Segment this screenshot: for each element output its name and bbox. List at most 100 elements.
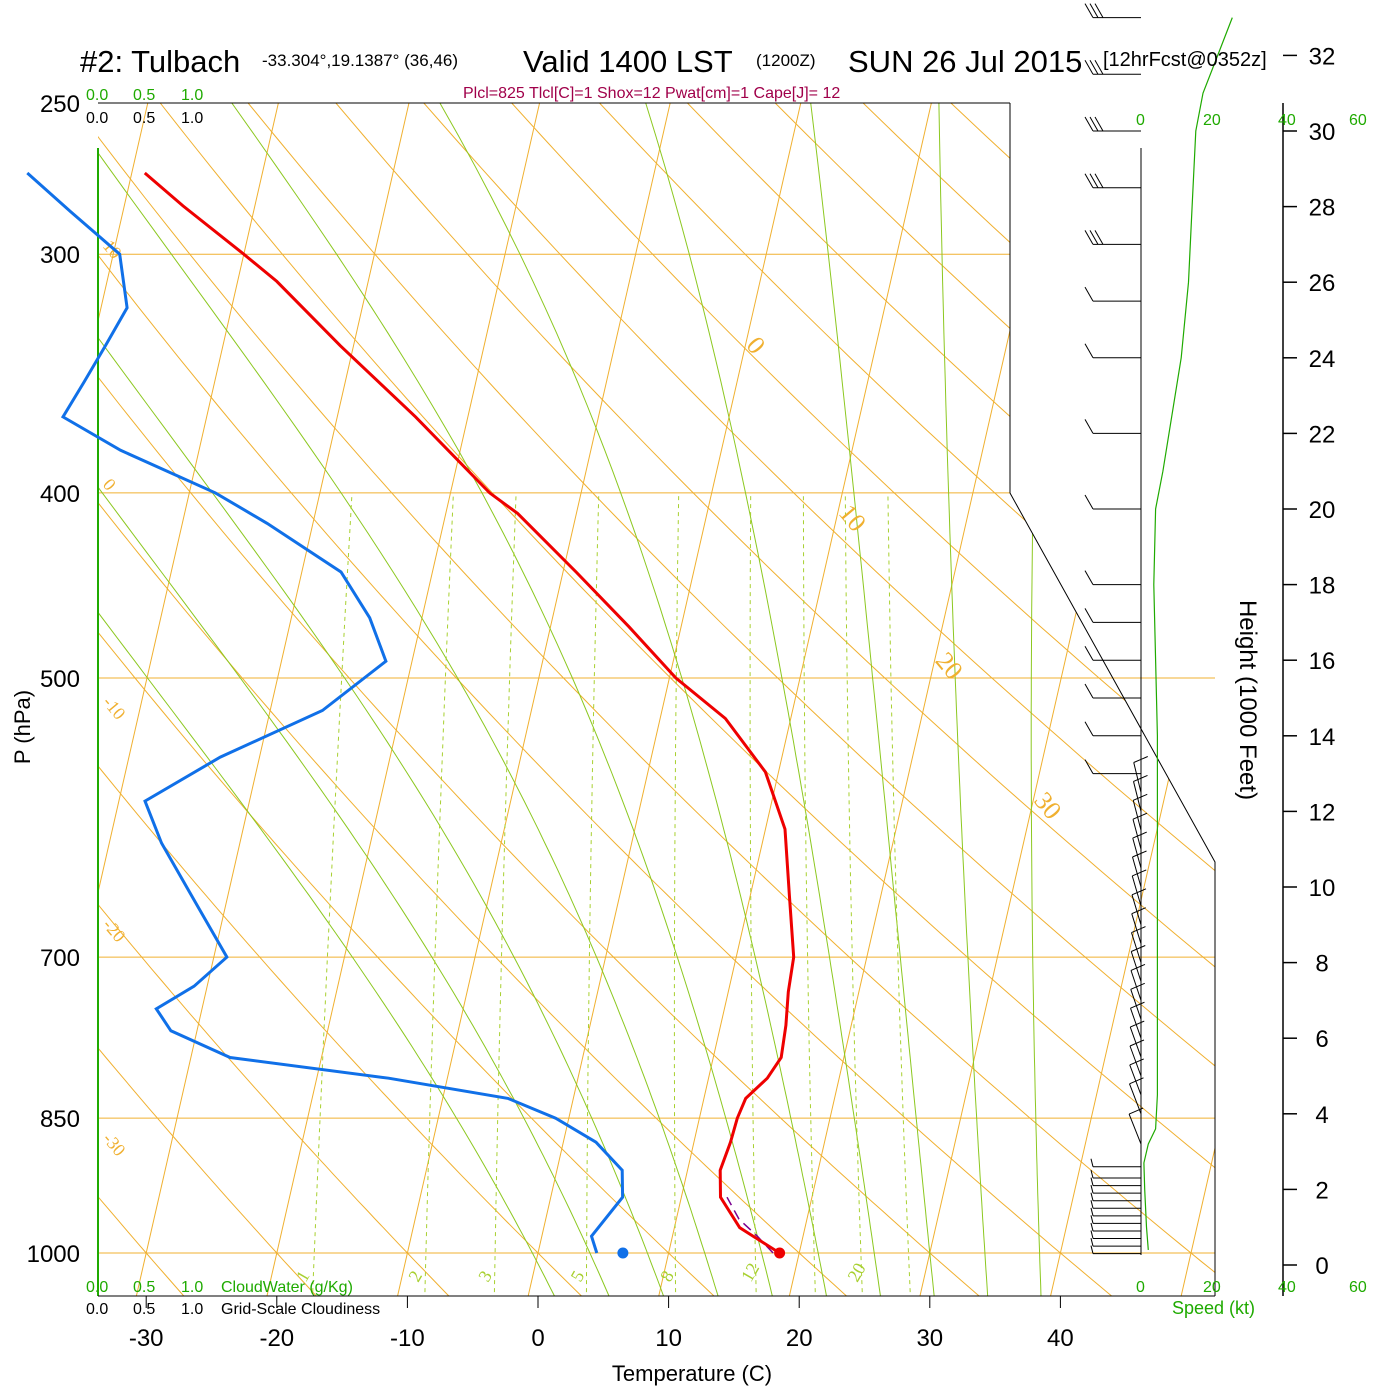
cloud-scale-top-green-2: 1.0 [181, 87, 203, 104]
wind-barb-flag-a-36 [1084, 570, 1094, 585]
dry-adiabat-70 [220, 103, 1215, 1296]
x-tick-label--30: -30 [129, 1325, 164, 1352]
wind-barb-flag-a-29 [1133, 774, 1148, 782]
isotherm-20 [780, 103, 1071, 1296]
wind-barb-flag-a-30 [1133, 756, 1148, 763]
dry-adiabat-120 [654, 103, 1215, 1296]
mixing-ratio-label-12: 12 [737, 1259, 763, 1285]
isotherm--30 [127, 103, 418, 1296]
wind-barb-flag-a-34 [1084, 645, 1094, 661]
wind-barb-14 [1129, 1058, 1144, 1096]
wind-barb-flag-a-11 [1090, 1158, 1094, 1167]
wind-barb-flag-c-43 [1094, 116, 1104, 132]
x-tick-label-30: 30 [916, 1325, 943, 1352]
wind-barb-1 [1090, 1237, 1141, 1247]
speed-scale-bottom-20: 20 [1203, 1279, 1221, 1296]
moist-adiabat-5 [419, 103, 834, 1296]
wind-barb-staff-29 [1133, 781, 1142, 812]
isotherm--20 [258, 103, 548, 1296]
height-tick-label-4: 4 [1315, 1102, 1328, 1129]
moist-adiabat-7 [806, 103, 939, 1296]
wind-barb-flag-a-10 [1090, 1169, 1094, 1179]
moist-adiabat-3 [98, 103, 730, 1296]
height-tick-label-0: 0 [1315, 1253, 1328, 1280]
y-axis-ticks: 250 300 400 500 700 850 1000 [27, 91, 80, 1268]
cloudiness-label: Grid-Scale Cloudiness [221, 1301, 380, 1318]
wind-barb-flag-a-28 [1133, 793, 1148, 801]
dry-adiabat-130 [741, 103, 1215, 1296]
wind-barb-38 [1084, 419, 1141, 434]
wind-barb-40 [1084, 286, 1141, 302]
wind-barb-44 [1084, 60, 1141, 75]
isotherm-label-1: 0 [99, 475, 120, 495]
wind-barb-flag-a-14 [1129, 1058, 1144, 1066]
moist-adiabat-0 [98, 103, 573, 1296]
x-tick-label-10: 10 [655, 1325, 682, 1352]
x-tick-label-20: 20 [786, 1325, 813, 1352]
wind-barb-flag-c-41 [1094, 230, 1104, 245]
wind-barb-flag-b-42 [1089, 173, 1099, 188]
wind-barb-flag-a-31 [1084, 759, 1094, 774]
wind-barb-flag-a-2 [1090, 1230, 1094, 1239]
wind-barb-flag-a-19 [1130, 963, 1146, 971]
wind-barb-37 [1084, 494, 1141, 510]
wind-barb-staff-25 [1132, 856, 1142, 888]
wind-barb-29 [1133, 774, 1148, 812]
wind-barb-flag-a-24 [1132, 869, 1147, 877]
wind-barb-staff-21 [1131, 932, 1142, 963]
wind-barb-staff-27 [1132, 819, 1142, 850]
wind-barb-36 [1084, 570, 1141, 586]
moist-adiabat-9 [1030, 103, 1046, 1296]
wind-barb-flag-a-5 [1090, 1207, 1094, 1216]
mixing-ratio-20 [844, 492, 865, 1296]
stability-subtitle: Plcl=825 Tlcl[C]=1 Shox=12 Pwat[cm]=1 Ca… [463, 85, 840, 102]
x-tick-label--20: -20 [259, 1325, 294, 1352]
wind-barb-flag-a-23 [1131, 888, 1147, 896]
title-valid: Valid 1400 LST [523, 44, 733, 79]
cloud-scale-top-black-2: 1.0 [181, 110, 203, 127]
isotherm--40 [98, 103, 287, 1296]
isobar-lines [98, 102, 1215, 1254]
isotherm-label-3: -20 [99, 915, 130, 946]
wind-barb-staff-23 [1131, 894, 1142, 925]
wind-barb-flag-a-21 [1131, 926, 1146, 934]
mixing-ratio-12 [749, 492, 758, 1296]
moist-adiabat-6 [634, 103, 887, 1296]
wind-speed-profile [1143, 17, 1233, 1250]
wind-barb-13 [1129, 1077, 1144, 1114]
x-axis-label: Temperature (C) [612, 1361, 772, 1386]
wind-barb-flag-a-38 [1084, 419, 1094, 434]
wind-barb-30 [1133, 756, 1148, 793]
wind-barb-flag-a-33 [1084, 683, 1094, 699]
x-tick-label-40: 40 [1047, 1325, 1074, 1352]
wind-barb-26 [1132, 831, 1147, 869]
wind-barb-flag-b-44 [1089, 60, 1099, 75]
wind-barb-3 [1090, 1222, 1141, 1232]
wind-barb-5 [1090, 1207, 1141, 1217]
isotherm-label-8: 30 [1028, 786, 1067, 825]
wind-barb-flag-c-44 [1094, 60, 1104, 75]
wind-barb-flag-a-22 [1131, 907, 1146, 915]
dry-adiabat--10 [98, 103, 485, 1296]
title-date: SUN 26 Jul 2015 [848, 44, 1082, 79]
wind-barb-flag-a-8 [1090, 1185, 1094, 1194]
cloud-scale-bottom-black-1: 0.5 [133, 1301, 155, 1318]
dry-adiabat--30 [98, 103, 217, 1296]
cloud-scale-top-green-0: 0.0 [86, 87, 108, 104]
isotherm--50 [98, 103, 157, 1296]
wind-barb-flag-b-45 [1089, 3, 1099, 18]
height-tick-label-18: 18 [1309, 573, 1336, 600]
wind-barb-staff-19 [1130, 970, 1142, 1001]
wind-barb-flag-a-13 [1129, 1077, 1144, 1085]
wind-barb-flag-a-32 [1084, 721, 1094, 737]
wind-barb-flag-a-0 [1090, 1245, 1094, 1254]
isotherm-50 [1172, 103, 1215, 1296]
cloud-scale-top-black-0: 0.0 [86, 110, 108, 127]
wind-barb-2 [1090, 1230, 1141, 1240]
wind-barb-flag-a-43 [1084, 116, 1094, 132]
wind-barb-flag-a-18 [1130, 982, 1145, 990]
dry-adiabat-180 [1175, 103, 1215, 1296]
wind-barb-43 [1084, 116, 1141, 132]
temperature-trace [143, 171, 796, 1255]
height-tick-label-30: 30 [1309, 119, 1336, 146]
